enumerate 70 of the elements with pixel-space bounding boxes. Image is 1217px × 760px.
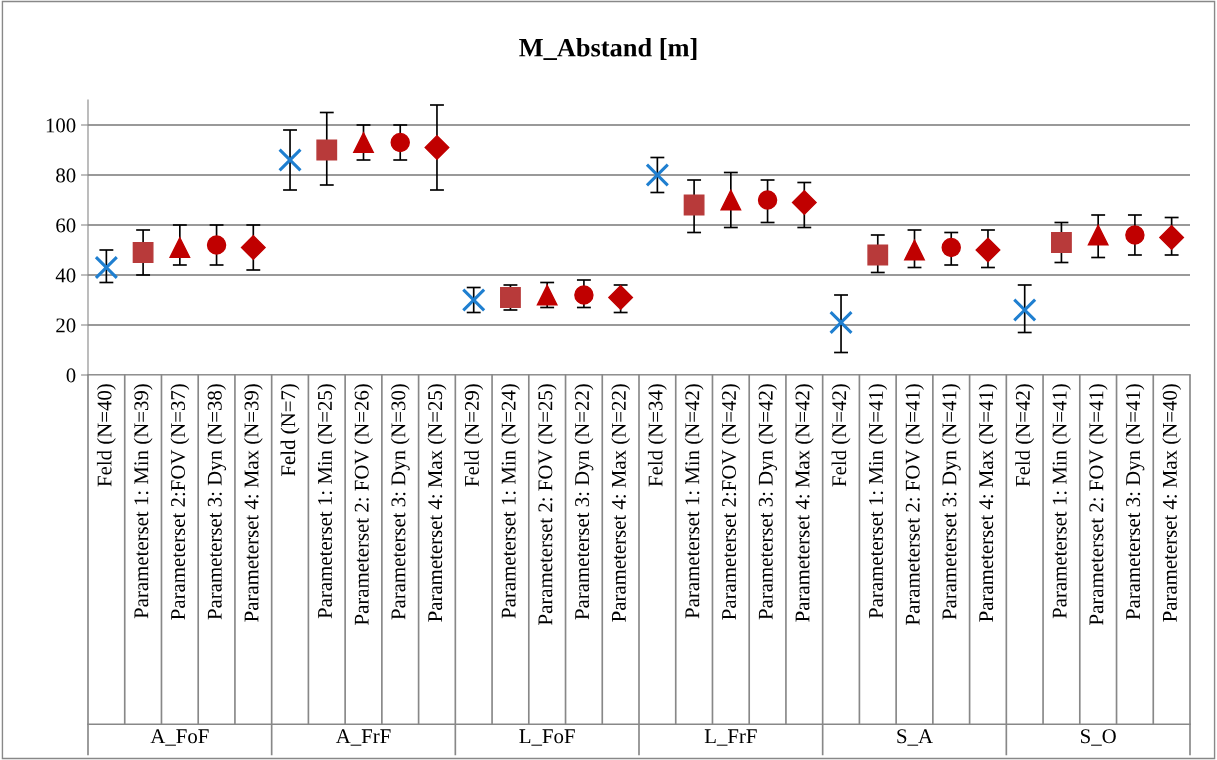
chart-title: M_Abstand [m] — [519, 38, 697, 61]
x-tick-label: Parameterset 1: Min (N=41) — [1051, 384, 1071, 619]
point — [645, 163, 670, 187]
x-tick-label: Parameterset 1: Min (N=25) — [317, 384, 337, 619]
point — [791, 190, 817, 215]
x-tick-label: Parameterset 3: Dyn (N=22) — [574, 384, 594, 620]
point — [353, 132, 374, 153]
x-tick-label: Parameterset 2:FOV (N=42) — [721, 384, 741, 620]
text: A_FrF — [335, 729, 391, 746]
x-tick-label: Parameterset 1: Min (N=42) — [684, 384, 704, 619]
text: L_FoF — [519, 729, 575, 746]
y-tick-label: 80 — [56, 168, 76, 183]
point — [757, 190, 778, 210]
x-tick-label: Feld (N=40) — [96, 384, 116, 487]
point — [94, 255, 119, 280]
point — [867, 244, 889, 266]
x-tick-label: Parameterset 3: Dyn (N=38) — [207, 384, 227, 620]
point — [1051, 232, 1072, 253]
point — [829, 310, 853, 335]
y-tick-label: 60 — [56, 218, 76, 233]
x-tick-label: Parameterset 3: Dyn (N=41) — [941, 384, 961, 620]
y-tick-label: 40 — [55, 268, 76, 283]
x-tick-label: Feld (N=42) — [1015, 384, 1035, 487]
point — [1087, 224, 1109, 246]
x-tick-label: Parameterset 2: FOV (N=41) — [1088, 384, 1108, 625]
point — [720, 189, 742, 211]
x-tick-label: Parameterset 1: Min (N=41) — [868, 384, 888, 619]
y-tick-label: 0 — [66, 368, 76, 383]
point — [574, 285, 594, 305]
x-tick-label: Parameterset 2: FOV (N=26) — [354, 384, 373, 625]
point — [1125, 225, 1145, 245]
x-tick-label: Feld (N=34) — [647, 384, 667, 487]
text: S_O — [1081, 729, 1116, 746]
point — [132, 242, 154, 263]
x-tick-label: Parameterset 1: Min (N=39) — [133, 384, 153, 619]
x-tick-label: Parameterset 1: Min (N=24) — [500, 384, 520, 619]
x-tick-label: Parameterset 2: FOV (N=41) — [905, 384, 924, 625]
point — [169, 237, 191, 258]
x-tick-label: Feld (N=7) — [280, 384, 300, 476]
point — [1159, 225, 1185, 250]
point — [975, 237, 1001, 263]
y-tick-label: 20 — [56, 318, 76, 333]
text: A_FoF — [150, 729, 209, 746]
point — [1012, 298, 1037, 322]
x-tick-label: Feld (N=42) — [831, 384, 851, 487]
point — [206, 235, 227, 255]
x-tick-label: Parameterset 3: Dyn (N=42) — [758, 384, 778, 620]
point — [608, 285, 634, 310]
x-tick-label: Parameterset 4: Max (N=40) — [1162, 384, 1182, 622]
text: S_A — [897, 729, 933, 746]
x-tick-label: Parameterset 2: FOV (N=25) — [537, 384, 557, 625]
point — [904, 239, 925, 261]
x-tick-label: Parameterset 4: Max (N=25) — [427, 384, 447, 622]
point — [240, 235, 266, 260]
y-tick-label: 100 — [46, 118, 76, 133]
point — [316, 139, 338, 161]
x-tick-label: Parameterset 3: Dyn (N=30) — [390, 384, 410, 620]
x-tick-label: Feld (N=29) — [464, 384, 484, 487]
point — [278, 148, 302, 172]
x-tick-label: Parameterset 4: Max (N=41) — [978, 384, 998, 622]
point — [683, 194, 705, 216]
x-tick-label: Parameterset 3: Dyn (N=41) — [1125, 384, 1145, 620]
x-tick-label: Parameterset 4: Max (N=42) — [794, 384, 814, 622]
x-tick-label: Parameterset 4: Max (N=22) — [611, 384, 631, 622]
point — [390, 132, 410, 153]
point — [941, 237, 961, 258]
text: L_FrF — [704, 729, 757, 746]
x-tick-label: Parameterset 2:FOV (N=37) — [170, 384, 190, 620]
x-tick-label: Parameterset 4: Max (N=39) — [243, 384, 263, 622]
point — [424, 135, 450, 160]
